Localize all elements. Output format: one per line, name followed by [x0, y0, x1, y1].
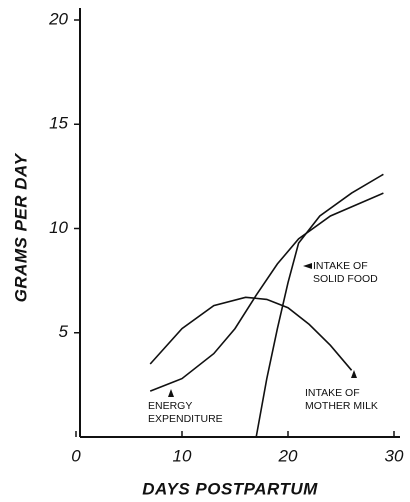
- y-tick-label: 20: [48, 9, 68, 28]
- annotation: MOTHER MILK: [305, 400, 378, 412]
- x-tick-label: 10: [173, 446, 192, 465]
- x-tick-label: 20: [278, 446, 298, 465]
- annotation: EXPENDITURE: [148, 413, 223, 425]
- x-tick-label: 30: [385, 446, 404, 465]
- x-axis-title: DAYS POSTPARTUM: [142, 479, 318, 498]
- x-tick-label: 0: [71, 446, 81, 465]
- y-tick-label: 10: [49, 218, 68, 237]
- annotation: INTAKE OF: [305, 387, 360, 399]
- series-line: [255, 173, 384, 438]
- series-line: [149, 192, 384, 392]
- annotation: ENERGY: [148, 400, 192, 412]
- arrow: [351, 370, 357, 378]
- arrow: [303, 263, 312, 269]
- annotation: INTAKE OF: [313, 260, 368, 272]
- y-tick-label: 5: [59, 322, 69, 341]
- annotation: SOLID FOOD: [313, 273, 378, 285]
- series-line: [149, 296, 353, 371]
- arrow: [168, 389, 174, 397]
- y-tick-label: 15: [49, 114, 68, 133]
- y-axis-title: GRAMS PER DAY: [11, 152, 30, 302]
